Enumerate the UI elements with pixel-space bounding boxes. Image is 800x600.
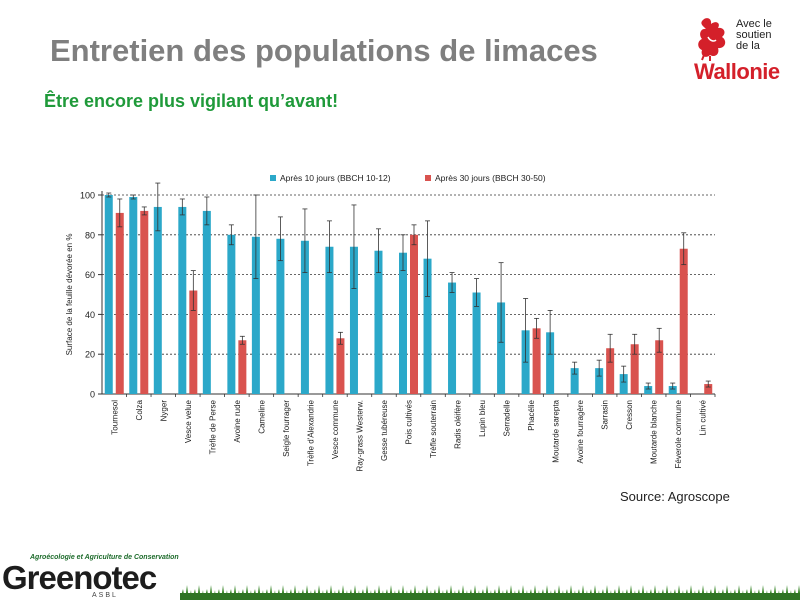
bar: [115, 212, 124, 394]
x-tick-label: Seigle fourrager: [282, 400, 291, 457]
bar: [606, 348, 615, 394]
x-tick-label: Lupin bleu: [478, 400, 487, 437]
x-tick-label: Gesse tubéreuse: [380, 399, 389, 460]
bar: [399, 252, 407, 394]
bar: [704, 384, 713, 394]
grass-decoration: [180, 583, 800, 600]
y-tick-label: 100: [80, 191, 95, 201]
x-tick-label: Moutarde blanche: [650, 399, 659, 464]
bar: [472, 292, 481, 394]
bar: [374, 250, 383, 394]
bar-chart: 0 20 40 60 80 100 Surface de la feuille dévoré…: [65, 173, 716, 471]
x-tick-label: Avoine rude: [233, 399, 242, 442]
bar: [619, 374, 628, 394]
x-tick-label: Vesce velue: [184, 399, 193, 443]
bar: [655, 340, 664, 394]
source-note: Source: Agroscope: [620, 489, 730, 504]
x-tick-label: Serradelle: [503, 399, 512, 436]
bar: [668, 386, 677, 394]
bar: [570, 368, 579, 394]
bar: [129, 196, 138, 394]
rooster-icon: [698, 18, 726, 61]
bar: [300, 240, 309, 394]
bar: [178, 206, 187, 394]
org-legal: ASBL: [92, 592, 118, 599]
x-tick-label: Moutarde sarepta: [552, 399, 561, 462]
x-tick-label: Ray-grass Westerw.: [355, 400, 364, 471]
bar: [546, 332, 555, 394]
bar: [644, 386, 653, 394]
bar: [410, 234, 418, 394]
bar: [532, 328, 541, 394]
bar: [104, 195, 113, 394]
bar: [140, 210, 149, 394]
x-tick-label: Trèfle d'Alexandrie: [306, 399, 315, 466]
x-tick-label: Tournesol: [110, 400, 119, 435]
support-line: de la: [736, 40, 760, 52]
bar: [423, 258, 432, 394]
x-tick-label: Vesce commune: [331, 399, 340, 459]
page-subtitle: Être encore plus vigilant qu’avant!: [44, 91, 339, 111]
bar: [325, 246, 334, 394]
x-tick-label: Trèfle souterrain: [429, 400, 438, 458]
x-tick-label: Cresson: [625, 400, 634, 430]
x-tick-label: Radis oléifère: [454, 399, 463, 448]
page-title: Entretien des populations de limaces: [50, 33, 598, 68]
legend-swatch: [270, 175, 276, 181]
support-text: Avec le soutien de la: [736, 19, 796, 52]
bar: [497, 302, 506, 394]
legend-swatch: [425, 175, 431, 181]
x-tick-label: Pois cultivés: [405, 400, 414, 444]
support-line: soutien: [736, 29, 772, 41]
x-tick-label: Trèfle de Perse: [208, 399, 217, 454]
x-tick-label: Cameline: [257, 399, 266, 433]
legend-label: Après 30 jours (BBCH 30-50): [435, 173, 546, 183]
bar: [238, 340, 247, 394]
bar: [251, 236, 260, 394]
y-axis-label: Surface de la feuille dévorée en %: [65, 234, 74, 356]
x-tick-label: Sarrasin: [601, 400, 610, 430]
bar: [189, 290, 198, 394]
y-tick-label: 0: [90, 390, 95, 400]
y-tick-label: 40: [85, 310, 95, 320]
bar: [227, 234, 236, 394]
bar: [276, 238, 285, 394]
x-tick-label: Colza: [135, 399, 144, 420]
x-tick-label: Nyger: [159, 400, 168, 422]
org-name: Greenotec: [2, 559, 157, 596]
bar: [349, 246, 358, 394]
y-tick-label: 60: [85, 270, 95, 280]
x-tick-label: Lin cultivé: [699, 399, 708, 435]
bar: [679, 248, 688, 394]
legend-label: Après 10 jours (BBCH 10-12): [280, 173, 391, 183]
x-tick-label: Féverole commune: [674, 399, 683, 468]
x-tick-label: Phacélie: [527, 399, 536, 430]
y-tick-label: 80: [85, 230, 95, 240]
bar: [448, 282, 457, 394]
bar: [202, 210, 211, 394]
bar: [153, 206, 162, 394]
wallonie-logo: Avec le soutien de la Wallonie: [694, 13, 796, 84]
region-name: Wallonie: [694, 59, 780, 84]
y-tick-label: 20: [85, 350, 95, 360]
org-tagline: Agroécologie et Agriculture de Conservat…: [30, 554, 179, 561]
support-line: Avec le: [736, 18, 772, 30]
bar: [630, 344, 639, 394]
bar: [595, 368, 604, 394]
greenotec-logo: Agroécologie et Agriculture de Conservat…: [0, 548, 180, 600]
bar: [336, 338, 345, 394]
x-tick-label: Avoine fourragère: [576, 399, 585, 463]
